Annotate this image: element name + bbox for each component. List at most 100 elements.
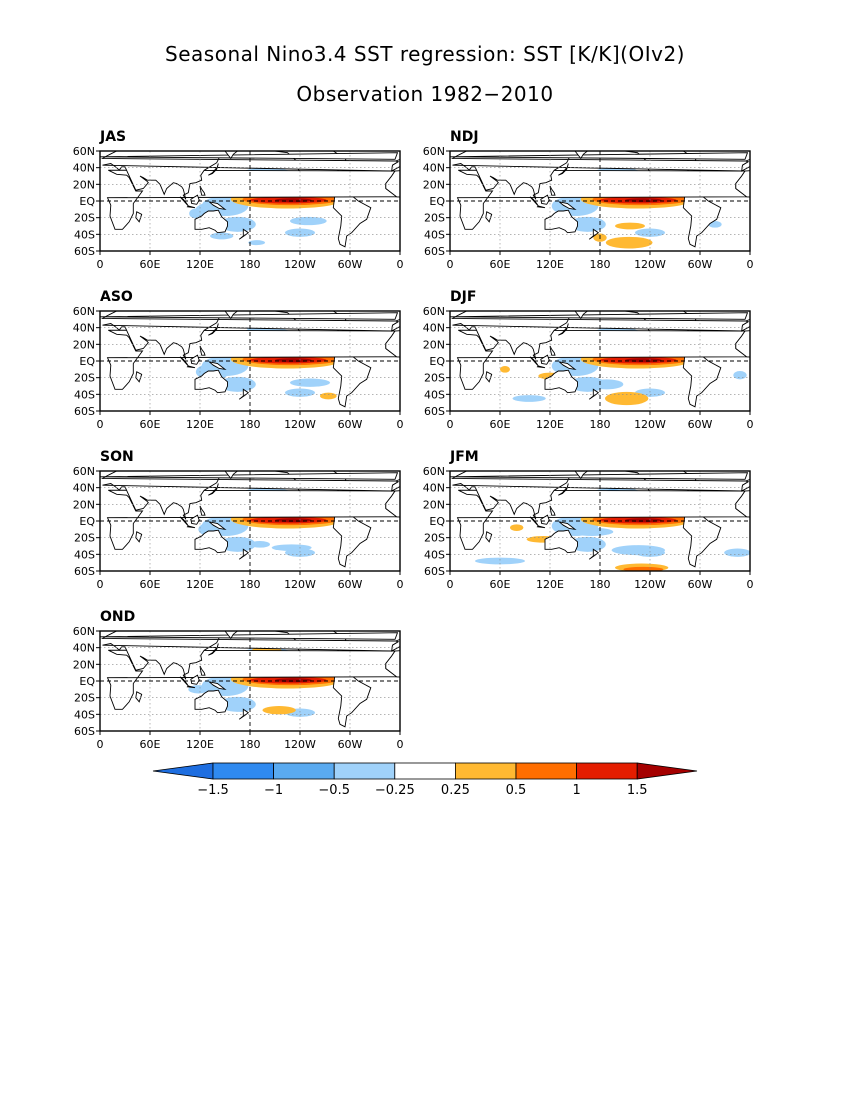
y-tick-label: EQ — [79, 675, 95, 688]
coastline — [735, 170, 750, 198]
sst-contour-or3 — [275, 358, 312, 363]
y-tick-label: 60N — [423, 465, 445, 478]
coastline — [199, 345, 206, 356]
y-tick-label: 40S — [424, 388, 445, 401]
y-tick-label: 20S — [74, 532, 95, 545]
coastline — [208, 643, 219, 656]
sst-contour-bl0 — [271, 544, 312, 552]
coastline — [450, 472, 749, 480]
sst-contour-or3 — [275, 518, 312, 523]
coastline — [741, 158, 750, 172]
coastline — [100, 152, 399, 160]
x-tick-label: 180 — [240, 738, 261, 751]
coastline — [391, 478, 400, 492]
sst-contour-bl0 — [724, 548, 750, 557]
coastline — [224, 631, 239, 640]
y-tick-label: 60S — [424, 245, 445, 258]
coastline — [450, 471, 750, 520]
y-tick-label: EQ — [429, 355, 445, 368]
coastline — [100, 472, 399, 480]
sst-contour-bl0 — [248, 240, 265, 246]
coastline — [186, 685, 196, 689]
coastline — [224, 151, 239, 160]
sst-contour-bl0 — [210, 232, 234, 240]
x-tick-label: 60W — [688, 418, 713, 431]
colorbar-segment — [394, 762, 456, 780]
sst-contour-bl0 — [233, 705, 251, 712]
x-tick-label: 60E — [140, 738, 161, 751]
sst-contour-bl0 — [219, 216, 256, 232]
sst-contour-bl0 — [570, 527, 614, 536]
x-tick-label: 0 — [747, 578, 754, 591]
y-tick-label: 20S — [74, 692, 95, 705]
y-tick-label: 40S — [74, 388, 95, 401]
coastline — [194, 529, 228, 554]
sst-field — [450, 151, 750, 251]
coastline — [450, 312, 749, 320]
colorbar-segment — [333, 762, 396, 780]
sst-contour-bl0 — [590, 379, 624, 390]
sst-contour-or0 — [500, 366, 510, 373]
coastline — [238, 708, 250, 720]
x-tick-label: 0 — [97, 578, 104, 591]
coastline — [208, 521, 227, 530]
x-tick-label: 60W — [338, 418, 363, 431]
sst-contour-bl0 — [569, 216, 606, 232]
y-tick-label: 60S — [74, 725, 95, 738]
x-tick-label: 120E — [186, 418, 214, 431]
y-tick-label: 20S — [424, 212, 445, 225]
y-tick-label: 60S — [74, 565, 95, 578]
sst-contour-bl0 — [219, 536, 256, 552]
coastline — [100, 471, 400, 520]
y-tick-label: 40N — [423, 482, 445, 495]
sst-contour-or0 — [320, 392, 337, 400]
coastline — [540, 194, 550, 205]
sst-field — [100, 311, 400, 411]
y-tick-label: 20N — [73, 178, 95, 191]
y-tick-label: 60S — [74, 405, 95, 418]
coastline — [558, 201, 577, 210]
y-tick-label: 60S — [74, 245, 95, 258]
x-tick-label: 180 — [240, 418, 261, 431]
coastline — [540, 514, 550, 525]
y-tick-label: 60S — [424, 405, 445, 418]
y-tick-label: EQ — [429, 515, 445, 528]
x-tick-label: 0 — [397, 738, 404, 751]
y-tick-label: EQ — [79, 515, 95, 528]
x-tick-label: 0 — [447, 258, 454, 271]
y-tick-label: 40N — [73, 642, 95, 655]
x-tick-label: 120W — [284, 258, 316, 271]
y-tick-label: 40S — [424, 228, 445, 241]
sst-contour-or0 — [615, 222, 645, 230]
coastline — [536, 205, 546, 209]
coastline — [186, 205, 196, 209]
sst-contour-or0 — [510, 524, 524, 532]
coastline — [100, 632, 399, 640]
panel-title: OND — [100, 609, 135, 625]
coastline — [385, 330, 400, 358]
coastline — [558, 323, 569, 336]
panel-title: JAS — [99, 129, 126, 145]
coastline — [238, 548, 250, 560]
y-tick-label: 20N — [423, 178, 445, 191]
y-tick-label: 40S — [424, 548, 445, 561]
sst-contour-bl0 — [285, 388, 315, 397]
x-tick-label: 120E — [536, 258, 564, 271]
coastline — [135, 531, 143, 543]
x-tick-label: 60W — [688, 258, 713, 271]
colorbar-segment — [454, 762, 517, 780]
sst-contour-bl0 — [569, 536, 606, 552]
coastline — [100, 631, 400, 680]
coastline — [186, 525, 196, 529]
coastline — [179, 676, 189, 687]
coastline — [208, 323, 219, 336]
x-tick-label: 0 — [397, 418, 404, 431]
y-tick-label: 60N — [73, 145, 95, 158]
coastline — [179, 516, 189, 527]
coastline — [549, 505, 556, 516]
sst-contour-bl0 — [475, 557, 525, 565]
coastline — [190, 514, 200, 525]
x-tick-label: 120W — [284, 418, 316, 431]
